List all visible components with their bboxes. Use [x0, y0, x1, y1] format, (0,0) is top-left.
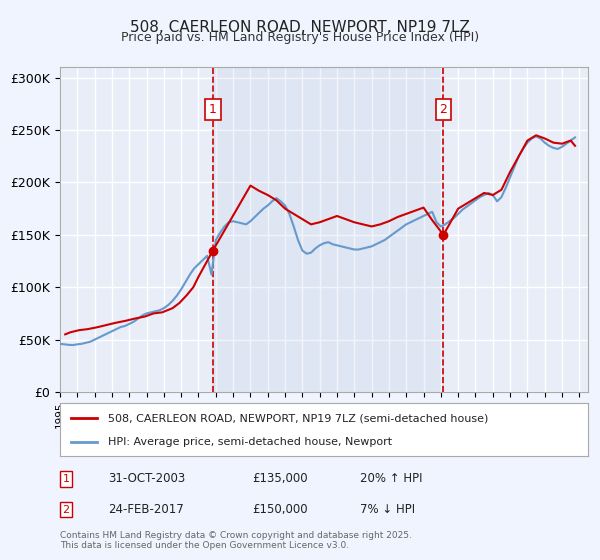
- Text: 2: 2: [62, 505, 70, 515]
- Text: 20% ↑ HPI: 20% ↑ HPI: [360, 472, 422, 486]
- Text: 24-FEB-2017: 24-FEB-2017: [108, 503, 184, 516]
- Text: 2: 2: [440, 103, 448, 116]
- Text: £135,000: £135,000: [252, 472, 308, 486]
- Text: Contains HM Land Registry data © Crown copyright and database right 2025.
This d: Contains HM Land Registry data © Crown c…: [60, 530, 412, 550]
- Text: Price paid vs. HM Land Registry's House Price Index (HPI): Price paid vs. HM Land Registry's House …: [121, 31, 479, 44]
- Text: 7% ↓ HPI: 7% ↓ HPI: [360, 503, 415, 516]
- Bar: [213, 67, 443, 392]
- Text: HPI: Average price, semi-detached house, Newport: HPI: Average price, semi-detached house,…: [107, 436, 392, 446]
- Text: 1: 1: [62, 474, 70, 484]
- Text: £150,000: £150,000: [252, 503, 308, 516]
- Text: 508, CAERLEON ROAD, NEWPORT, NP19 7LZ (semi-detached house): 508, CAERLEON ROAD, NEWPORT, NP19 7LZ (s…: [107, 413, 488, 423]
- Text: 31-OCT-2003: 31-OCT-2003: [108, 472, 185, 486]
- Text: 1: 1: [209, 103, 217, 116]
- Text: 508, CAERLEON ROAD, NEWPORT, NP19 7LZ: 508, CAERLEON ROAD, NEWPORT, NP19 7LZ: [130, 20, 470, 35]
